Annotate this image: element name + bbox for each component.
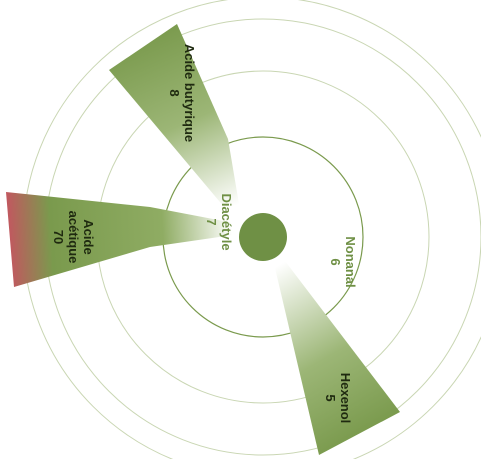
label-diacetyle: Diacétyle [219, 193, 234, 250]
bar-acide-butyrique [109, 24, 240, 214]
value-acide-acetique: 70 [51, 230, 66, 244]
value-nonanal: 6 [328, 258, 343, 265]
label-hexenol: Hexenol [338, 373, 353, 424]
bar-acide-acetique [6, 192, 234, 287]
value-acide-butyrique: 8 [167, 89, 182, 96]
center-hub [239, 213, 287, 261]
label-nonanal: Nonanal [343, 236, 358, 287]
value-hexenol: 5 [323, 394, 338, 401]
value-diacetyle: 7 [204, 218, 219, 225]
label-acide-acetique-line1: Acide [81, 219, 96, 254]
label-acide-acetique-line2: acétique [66, 211, 81, 264]
label-acide-butyrique: Acide butyrique [182, 44, 197, 142]
bar-hexenol [275, 261, 400, 455]
